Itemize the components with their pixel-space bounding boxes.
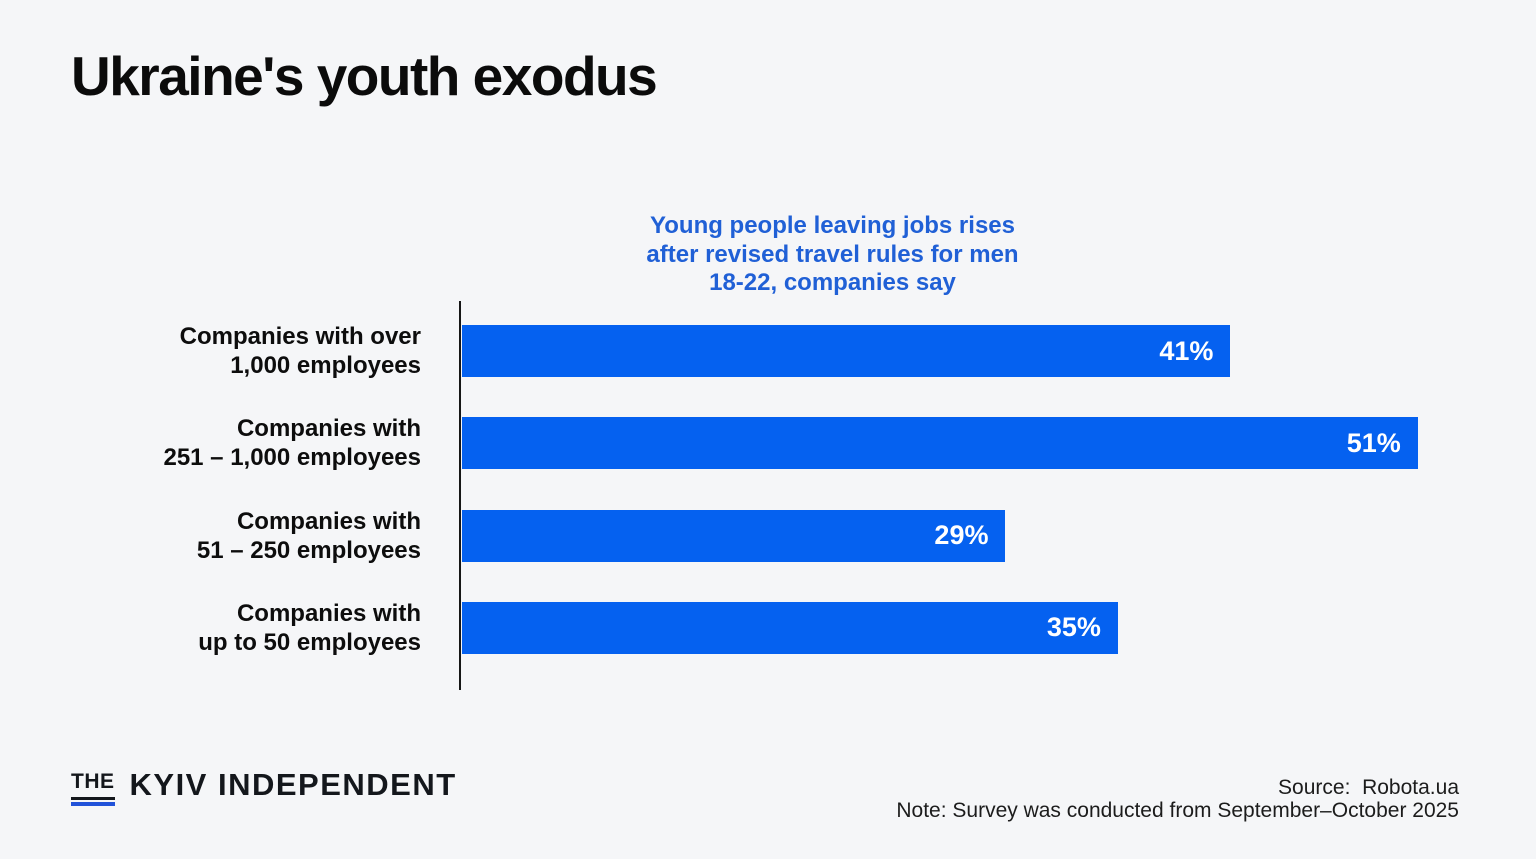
logo-the-block: THE [71,767,115,806]
category-label: Companies with 51 – 250 employees [196,507,421,564]
logo-the-text: THE [71,770,115,800]
value-label: 29% [934,520,989,551]
chart-row: Companies with over 1,000 employees 41% [0,323,1536,379]
bar: 35% [462,601,1118,654]
value-label: 51% [1346,427,1401,458]
value-label: 35% [1046,612,1101,643]
bar-track: 51% [462,417,1474,470]
value-label: 41% [1159,335,1214,366]
kyiv-independent-logo: THE KYIV INDEPENDENT [71,767,457,806]
bar: 51% [462,417,1418,470]
category-label: Companies with up to 50 employees [198,599,421,656]
source-block: Source: Robota.ua Note: Survey was condu… [896,776,1459,822]
chart-row: Companies with up to 50 employees 35% [0,599,1536,656]
bar: 41% [462,325,1231,377]
chart-row: Companies with 51 – 250 employees 29% [0,507,1536,564]
category-label: Companies with over 1,000 employees [179,323,421,379]
chart-axis-line [459,301,461,690]
note-text: Note: Survey was conducted from Septembe… [896,798,1459,822]
logo-blue-underline [71,802,115,806]
chart-subtitle: Young people leaving jobs rises after re… [646,212,1019,296]
logo-name-text: KYIV INDEPENDENT [129,767,457,802]
bar-track: 29% [462,509,1474,562]
bar-track: 41% [462,325,1474,377]
bar: 29% [462,509,1006,562]
category-label: Companies with 251 – 1,000 employees [163,415,421,472]
page-title: Ukraine's youth exodus [71,45,658,107]
source-text: Source: Robota.ua [1278,776,1459,799]
bar-track: 35% [462,601,1474,654]
chart-row: Companies with 251 – 1,000 employees 51% [0,415,1536,472]
